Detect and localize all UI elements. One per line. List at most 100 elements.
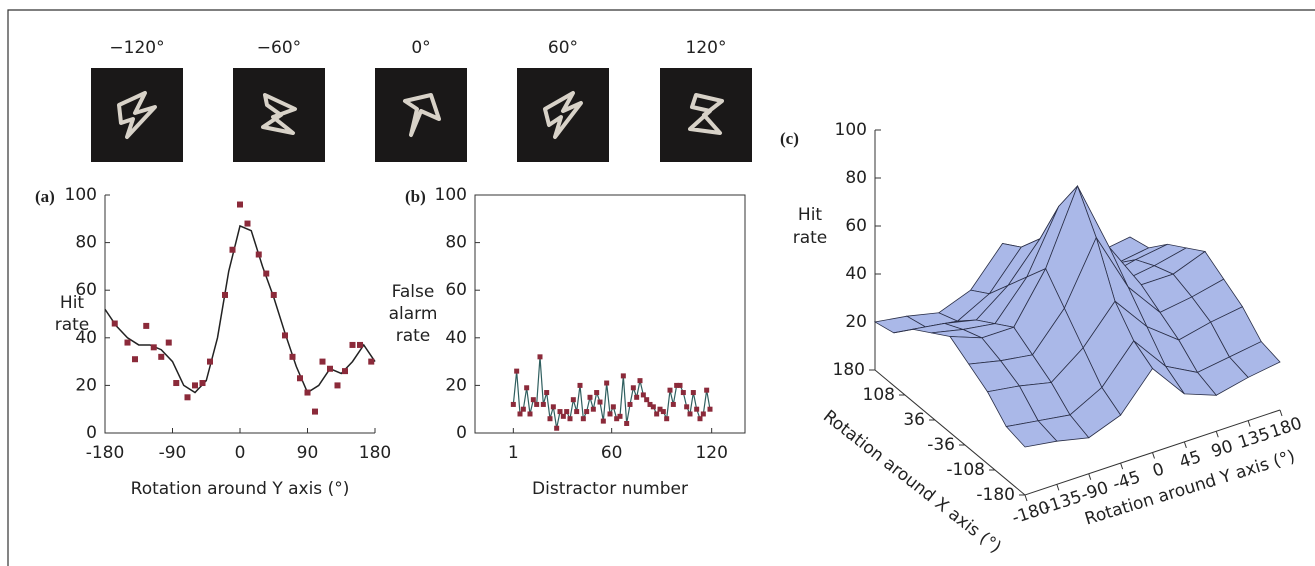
y-tick-label: 60	[445, 280, 467, 300]
data-point	[661, 409, 666, 414]
panel-label: (c)	[780, 129, 799, 148]
data-point	[521, 407, 526, 412]
data-point	[132, 356, 138, 362]
thumbnail-label: −120°	[109, 38, 164, 58]
data-point	[511, 402, 516, 407]
data-point	[282, 332, 288, 338]
data-point	[698, 416, 703, 421]
y-tick-label: 20	[445, 375, 467, 395]
y-tick-label: 40	[445, 328, 467, 348]
data-point	[237, 202, 243, 208]
data-point	[631, 385, 636, 390]
y-tick-label: -180	[976, 485, 1015, 505]
thumbnail-label: 120°	[686, 38, 727, 58]
y-tick-label: 100	[65, 185, 97, 205]
data-point	[708, 407, 713, 412]
data-point	[200, 380, 206, 386]
y-tick-label: -36	[927, 435, 955, 455]
data-point	[608, 411, 613, 416]
thumbnail-label: 0°	[411, 38, 430, 58]
y-tick-label: 20	[75, 375, 97, 395]
data-point	[624, 421, 629, 426]
data-point	[230, 247, 236, 253]
data-point	[588, 395, 593, 400]
x-tick-label: 0	[235, 443, 246, 463]
data-point	[271, 292, 277, 298]
data-point	[327, 366, 333, 372]
data-point	[654, 411, 659, 416]
thumbnail	[91, 68, 183, 162]
data-point	[678, 383, 683, 388]
data-point	[207, 359, 213, 365]
data-point	[638, 378, 643, 383]
thumbnail-label: −60°	[257, 38, 301, 58]
thumbnail-label: 60°	[548, 38, 578, 58]
data-point	[112, 321, 118, 327]
data-point	[548, 416, 553, 421]
data-point	[158, 354, 164, 360]
x-axis-label: Rotation around Y axis (°)	[131, 479, 350, 499]
data-point	[591, 407, 596, 412]
x-tick-label: 180	[359, 443, 391, 463]
data-point	[704, 388, 709, 393]
data-point	[558, 409, 563, 414]
data-point	[173, 380, 179, 386]
data-point	[634, 395, 639, 400]
data-point	[320, 359, 326, 365]
z-tick-label: 40	[845, 264, 867, 284]
y-axis-label: alarm	[389, 304, 438, 324]
data-point	[681, 390, 686, 395]
x-tick-label: 1	[508, 443, 519, 463]
data-point	[368, 359, 374, 365]
y-tick-label: 100	[435, 185, 467, 205]
data-point	[263, 271, 269, 277]
data-point	[684, 404, 689, 409]
thumbnail	[517, 68, 609, 162]
data-point	[604, 381, 609, 386]
data-point	[534, 402, 539, 407]
data-point	[166, 340, 172, 346]
data-point	[335, 382, 341, 388]
panel-label: (a)	[35, 187, 55, 206]
data-point	[125, 340, 131, 346]
y-tick-label: 80	[75, 233, 97, 253]
z-tick-label: 80	[845, 168, 867, 188]
z-axis-label: Hit	[798, 205, 823, 225]
data-point	[601, 419, 606, 424]
figure: −120° −60° 0° 60° 120° (a) 0 20 40 60 80 100 -180 -90…	[0, 0, 1315, 566]
z-tick-label: 100	[835, 120, 867, 140]
panel-label: (b)	[405, 187, 426, 206]
x-tick-label: -180	[86, 443, 125, 463]
data-point	[641, 392, 646, 397]
y-tick-label: 80	[445, 233, 467, 253]
x-tick-label: 120	[695, 443, 727, 463]
data-point	[524, 385, 529, 390]
data-point	[571, 397, 576, 402]
y-axis-label: rate	[55, 315, 90, 335]
data-point	[701, 411, 706, 416]
data-point	[531, 397, 536, 402]
data-point	[568, 416, 573, 421]
data-point	[290, 354, 296, 360]
data-point	[256, 252, 262, 258]
data-point	[305, 390, 311, 396]
data-point	[561, 414, 566, 419]
data-point	[544, 390, 549, 395]
x-tick-label: 60	[601, 443, 623, 463]
y-axis-label: False	[392, 282, 435, 302]
data-point	[350, 342, 356, 348]
y-tick-label: 0	[86, 423, 97, 443]
y-axis-label: Hit	[60, 293, 85, 313]
x-tick-label: 90	[297, 443, 319, 463]
data-point	[541, 402, 546, 407]
data-point	[621, 373, 626, 378]
x-tick-label: -90	[159, 443, 187, 463]
data-point	[628, 402, 633, 407]
data-point	[564, 409, 569, 414]
z-axis-label: rate	[793, 228, 828, 248]
data-point	[192, 382, 198, 388]
y-axis-label: rate	[396, 326, 431, 346]
data-point	[671, 402, 676, 407]
y-tick-label: 108	[863, 385, 895, 405]
data-point	[664, 416, 669, 421]
